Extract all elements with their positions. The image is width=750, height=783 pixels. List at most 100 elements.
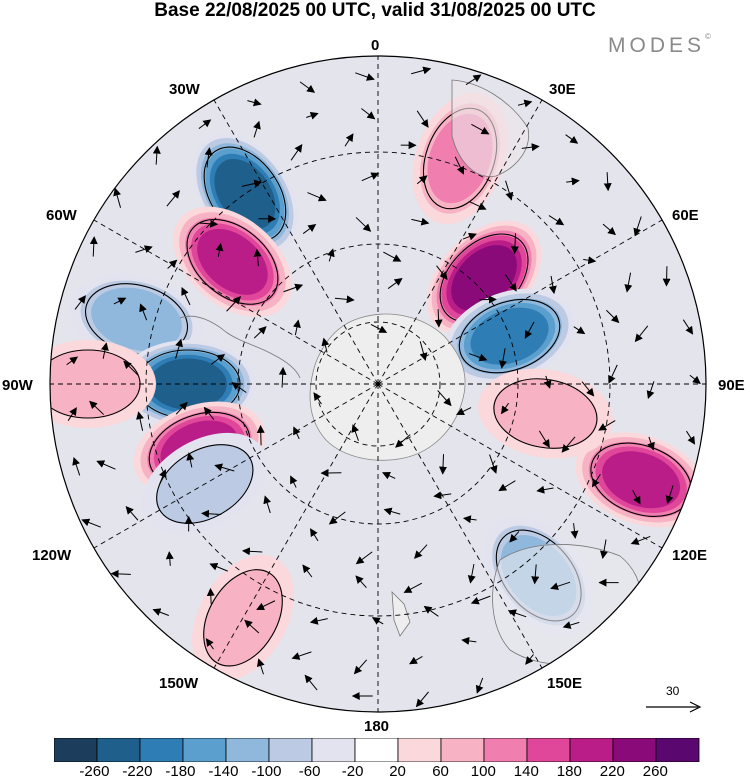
map-title: Base 22/08/2025 00 UTC, valid 31/08/2025…: [154, 0, 596, 21]
wind-arrow: [278, 366, 287, 388]
wind-arrow: [395, 434, 411, 448]
wind-arrow: [411, 217, 430, 226]
wind-arrow: [682, 319, 694, 335]
australia-outline: [492, 544, 642, 665]
wind-arrow: [566, 177, 580, 186]
wind-arrow: [543, 375, 552, 389]
wind-arrow: [256, 600, 276, 610]
brand-name: MODES: [608, 34, 706, 57]
wind-arrow: [591, 474, 601, 488]
wind-arrow: [72, 456, 81, 476]
wind-arrow: [205, 638, 214, 650]
wind-arrow: [548, 275, 557, 295]
wind-arrow: [433, 491, 452, 500]
wind-arrow: [583, 256, 597, 265]
colorbar-swatch: [96, 738, 141, 762]
wind-arrow: [531, 564, 540, 585]
lon-label-60e: 60E: [672, 207, 699, 224]
wind-vectors: [66, 66, 701, 708]
wind-arrow: [113, 297, 127, 305]
wind-arrow: [175, 338, 183, 359]
colorbar-tick-label: 180: [556, 763, 582, 780]
wind-arrow: [353, 659, 368, 675]
colorbar-tick-label: 140: [513, 763, 539, 780]
wind-arrow: [241, 547, 263, 556]
wind-arrow: [302, 224, 317, 234]
wind-arrow: [302, 564, 313, 578]
wind-arrow: [100, 342, 109, 359]
wind-arrow: [462, 515, 477, 524]
wind-arrow: [89, 400, 105, 415]
wind-arrow: [456, 407, 472, 415]
lon-label-120w: 120W: [32, 547, 72, 564]
wind-arrow: [598, 420, 616, 431]
colorbar-swatch: [311, 738, 356, 762]
wind-arrow: [253, 248, 262, 267]
wind-arrow: [351, 424, 360, 441]
wind-arrow: [328, 511, 346, 525]
wind-arrow: [361, 172, 380, 182]
colorbar-swatch: [182, 738, 227, 762]
arrow-right-icon: [646, 701, 702, 713]
colorbar-swatch: [526, 738, 571, 762]
wind-arrow: [436, 265, 448, 281]
meridian-line: [377, 383, 673, 555]
wind-arrow: [66, 356, 79, 366]
wind-arrow: [403, 582, 423, 593]
wind-arrow: [437, 390, 452, 407]
colorbar-swatch: [139, 738, 184, 762]
wind-arrow: [253, 326, 267, 339]
wind-arrow: [689, 374, 701, 384]
wind-arrow: [89, 236, 98, 257]
colorbar-tick-label: 220: [599, 763, 625, 780]
meridian-line: [83, 383, 379, 555]
polar-map: [49, 55, 707, 713]
wind-arrow: [201, 509, 222, 518]
wind-arrow: [550, 581, 571, 591]
wind-arrow: [505, 274, 517, 292]
wind-arrow: [290, 143, 303, 161]
wind-arrow: [293, 426, 301, 440]
wind-arrow: [382, 472, 396, 480]
wind-arrow: [562, 621, 580, 629]
wind-arrow: [299, 81, 316, 93]
wind-arrow: [355, 575, 367, 589]
wind-arrow: [454, 156, 465, 175]
colorbar-tick-label: 60: [432, 763, 449, 780]
wind-arrow: [525, 654, 534, 665]
colorbar-swatch: [54, 738, 98, 762]
wind-arrow: [355, 217, 372, 232]
wind-arrow: [204, 147, 213, 168]
colorbar-tick-label: -100: [251, 763, 282, 780]
wind-arrow: [630, 535, 651, 545]
wind-arrow: [573, 326, 586, 335]
colorbar-tick-label: -180: [165, 763, 196, 780]
wind-arrow: [123, 360, 139, 376]
lon-label-180: 180: [364, 718, 390, 735]
reference-vector-label: 30: [666, 684, 680, 698]
meridian-line: [377, 89, 549, 385]
colorbar-swatch: [268, 738, 313, 762]
wind-arrow: [439, 454, 447, 475]
colorbar: [54, 738, 700, 762]
colorbar-tick-label: -220: [122, 763, 153, 780]
colorbar-swatch: [569, 738, 614, 762]
wind-arrow: [471, 123, 490, 135]
wind-arrow: [387, 277, 403, 289]
wind-arrow: [508, 609, 527, 618]
wind-arrow: [199, 219, 219, 228]
meridian-line: [377, 383, 549, 679]
wind-arrow: [321, 337, 330, 353]
wind-arrow: [355, 551, 373, 565]
wind-arrow: [215, 242, 224, 258]
africa-outline: [451, 79, 530, 177]
wind-arrow: [524, 321, 535, 339]
wind-arrow: [167, 259, 178, 269]
colorbar-tick-label: 100: [470, 763, 496, 780]
colorbar-swatch: [225, 738, 270, 762]
lon-label-90w: 90W: [2, 377, 33, 394]
wind-arrow: [290, 475, 298, 488]
wind-arrow: [608, 364, 618, 384]
positive-anomaly-center: [173, 206, 292, 318]
wind-arrow: [465, 74, 482, 86]
